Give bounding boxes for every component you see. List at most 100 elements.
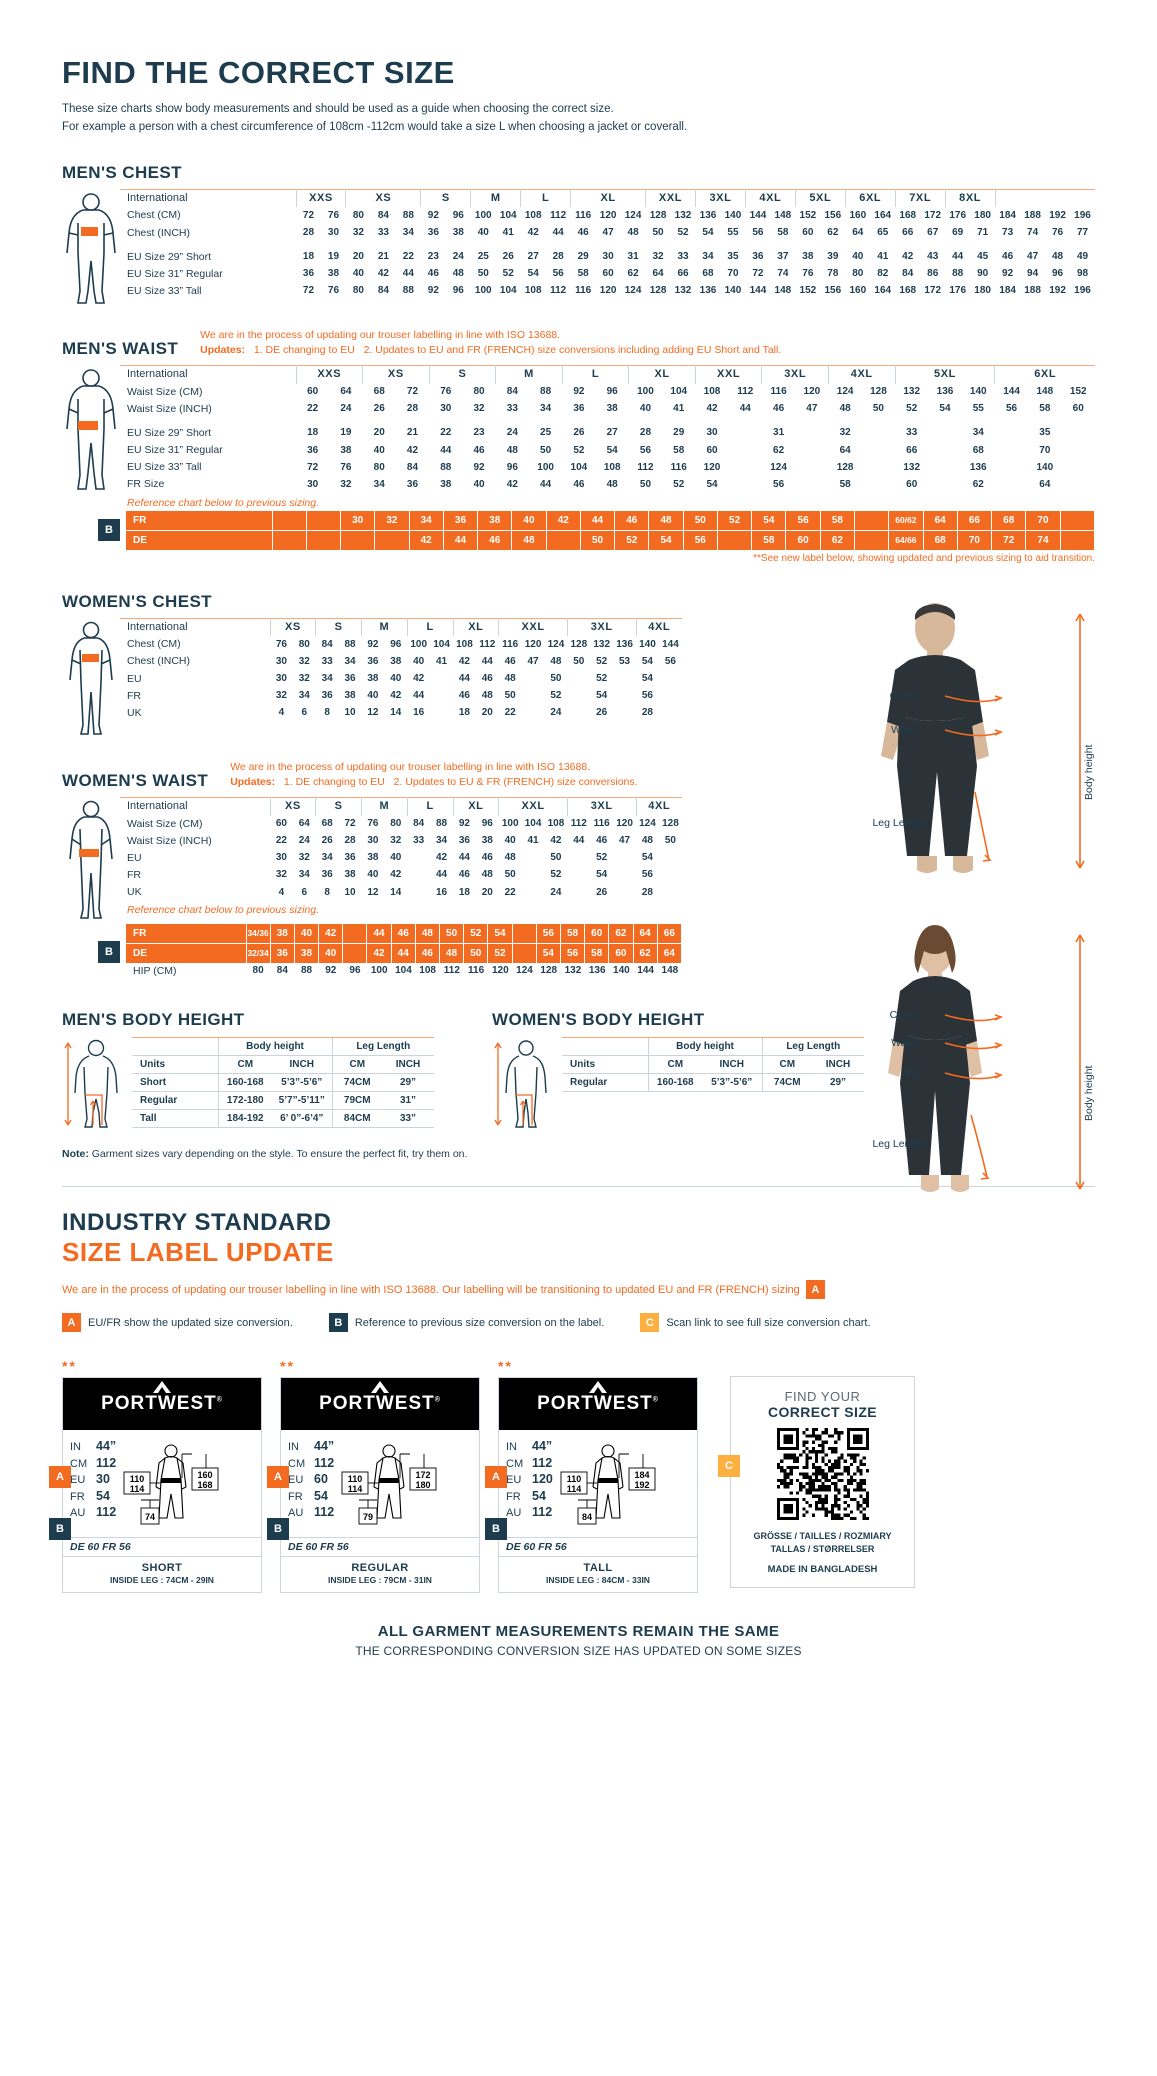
data-cell: 74CM [331, 1073, 382, 1093]
data-cell: 50 [683, 510, 718, 531]
data-cell: 22 [440, 427, 452, 439]
data-cell: 88 [344, 638, 356, 650]
table-row: EU Size 31” Regular 36 38 40 42 44 46 48 50 52 54 5… [120, 442, 1095, 459]
prev-de: DE 60 [506, 1541, 536, 1554]
data-cell: 140 [724, 285, 742, 297]
data-cell: 156 [824, 209, 842, 221]
table-row: Chest (INCH) 28 30 32 33 34 36 38 40 41 42 44 46 47 48… [120, 225, 1095, 242]
data-cell [795, 459, 828, 476]
mens-chest-section: MEN'S CHEST [62, 163, 1095, 306]
spec-key: FR [506, 1490, 521, 1503]
data-cell [862, 442, 895, 459]
previous-size-row: DE 60 FR 56 [63, 1537, 261, 1556]
womens-height-figure [492, 1037, 562, 1134]
mens-waist-footer-note: **See new label below, showing updated a… [753, 552, 1095, 564]
data-cell [522, 884, 545, 901]
spec-row: IN 44” [70, 1438, 116, 1455]
data-cell: 24 [550, 886, 562, 898]
spec-row: AU 112 [70, 1504, 116, 1521]
data-cell: 88 [952, 268, 964, 280]
qr-code[interactable] [776, 1428, 869, 1521]
data-cell: 92 [573, 386, 585, 398]
data-cell: 48 [627, 226, 639, 238]
size-header: M [470, 189, 521, 208]
data-cell: 38 [294, 943, 320, 963]
data-cell: 36 [302, 268, 315, 280]
spec-key: AU [506, 1507, 522, 1520]
data-cell: 49 [1076, 250, 1089, 262]
data-cell: 29” [382, 1073, 435, 1093]
data-cell: 73 [1002, 226, 1014, 238]
size-header: M [361, 797, 408, 816]
data-cell: 4 [278, 886, 285, 898]
row-label: International [127, 191, 188, 204]
data-cell: 112 [550, 209, 567, 221]
data-cell: 54 [527, 268, 539, 280]
reference-row: DE 32/34 36 38 40 42 44 46 48 50 52 54 56 58 60 62 64 [126, 943, 683, 963]
data-cell [1061, 442, 1095, 459]
data-cell: 84CM [331, 1109, 382, 1129]
data-cell [567, 705, 590, 722]
data-cell: 56 [639, 444, 652, 456]
data-cell [995, 425, 1028, 442]
spec-key: CM [70, 1457, 88, 1470]
womens-hip-table: HIP (CM) 80 84 88 92 96 100 104 108 112 116 120 124 1… [126, 963, 682, 980]
mens-waist-reference-table: FR 30 32 34 36 38 40 42 44 46 48 50 52 54 56 58 60/62 64 6… [126, 510, 1096, 550]
spec-key: CM [288, 1457, 306, 1470]
fit-detail: INSIDE LEG : 74CM - 29IN [110, 1575, 214, 1586]
leg-length-value: 79 [363, 1512, 373, 1522]
data-cell: 74CM [761, 1073, 812, 1093]
data-cell [522, 867, 545, 884]
data-cell: 76 [340, 461, 352, 473]
badge-b-mens: B [98, 519, 120, 542]
body-height-group: MEN'S BODY HEIGHT [62, 1010, 1095, 1134]
data-cell: 14 [390, 707, 402, 719]
data-cell: 116 [770, 386, 787, 398]
data-cell: 18 [302, 250, 315, 262]
female-waist-label: Waist [891, 1037, 917, 1049]
spec-row: IN 44” [506, 1438, 553, 1455]
spec-row: FR 54 [288, 1488, 334, 1505]
prev-de: DE 60 [70, 1541, 100, 1554]
data-cell [862, 459, 895, 476]
data-cell: INCH [272, 1055, 332, 1075]
data-cell: 168 [899, 209, 917, 221]
data-cell: 23 [427, 250, 439, 262]
label-body: IN 44” CM 112 EU 120 FR 54 AU 112 110 114 184 192 84 [499, 1430, 697, 1537]
brand-bar: PORTWEST® [281, 1378, 479, 1431]
row-label: EU Size 31” Regular [127, 267, 223, 280]
leg-length-value: 74 [145, 1512, 155, 1522]
womens-waist-section: WOMEN'S WAIST We are in the process of u… [62, 760, 683, 981]
mens-body-height-table: Body height Leg Length Units CM INCH CM INCH Sh… [132, 1037, 435, 1129]
data-cell: 32 [298, 672, 310, 684]
data-cell: 52 [717, 510, 753, 531]
data-cell: 88 [436, 818, 448, 830]
data-cell: 50 [504, 690, 516, 701]
data-cell: 37 [777, 250, 789, 262]
data-cell: 24 [340, 403, 352, 415]
data-cell: 48 [452, 268, 464, 280]
portwest-logo: PORTWEST® [537, 1381, 659, 1415]
data-cell: 148 [774, 209, 792, 221]
data-cell: 104 [395, 965, 412, 977]
row-label: FR Size [127, 478, 165, 491]
data-cell [342, 943, 368, 963]
data-cell: 108 [603, 461, 621, 473]
data-cell: 60 [307, 386, 319, 398]
spacer-row [120, 242, 1095, 249]
data-cell: 46 [391, 924, 416, 944]
data-cell: 92 [458, 818, 470, 830]
industry-lead: We are in the process of updating our tr… [62, 1280, 1095, 1300]
size-header: L [406, 618, 453, 637]
row-label: Waist Size (INCH) [127, 402, 212, 415]
data-cell: 96 [349, 965, 361, 977]
data-cell: 54 [596, 869, 608, 881]
size-spec-list: IN 44” CM 112 EU 60 FR 54 AU 112 [288, 1438, 334, 1535]
data-cell: 120 [599, 285, 617, 297]
row-label: Waist Size (CM) [127, 385, 203, 398]
data-cell [928, 425, 961, 442]
data-cell [567, 688, 590, 705]
data-cell: 46 [573, 478, 585, 490]
data-cell: 32 [298, 852, 310, 864]
